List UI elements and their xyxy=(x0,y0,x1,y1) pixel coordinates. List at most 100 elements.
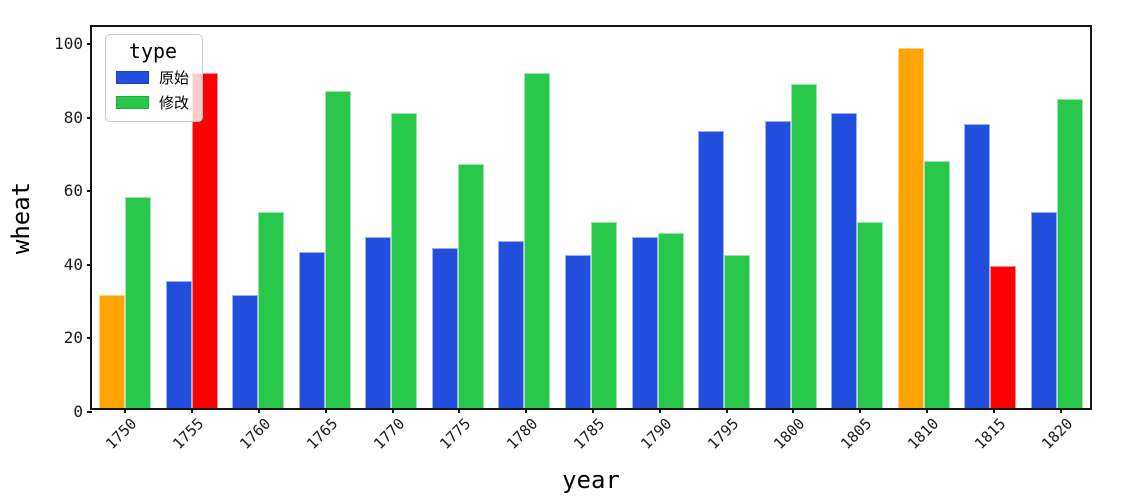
x-tick-label-1765: 1765 xyxy=(302,414,342,453)
bar-原始-1805 xyxy=(831,113,858,408)
bar-修改-1770 xyxy=(391,113,418,408)
bar-修改-1785 xyxy=(590,222,617,408)
bar-修改-1810 xyxy=(923,160,950,408)
x-tick-1790 xyxy=(658,408,661,413)
bar-group-1765 xyxy=(292,27,359,408)
x-tick-label-1780: 1780 xyxy=(503,414,542,453)
bar-group-1760 xyxy=(225,27,292,408)
bar-原始-1770 xyxy=(365,236,392,408)
y-tick-label-40: 40 xyxy=(63,254,83,274)
bar-原始-1780 xyxy=(498,240,525,408)
bar-group-1815 xyxy=(957,27,1024,408)
x-tick-1770 xyxy=(391,408,394,413)
x-tick-1760 xyxy=(258,408,260,413)
x-tick-label-1800: 1800 xyxy=(770,414,809,453)
legend-item-modified: 修改 xyxy=(116,92,190,113)
y-tick-label-0: 0 xyxy=(73,402,83,421)
x-tick-1820 xyxy=(1059,408,1062,413)
x-tick-1810 xyxy=(926,408,928,413)
plot-area: type 原始 修改 1750 1755 1760 1765 1770 1775 1780 1… xyxy=(54,25,1092,453)
bar-原始-1785 xyxy=(564,255,591,408)
y-tick-40 xyxy=(87,263,92,266)
x-tick-label-1785: 1785 xyxy=(570,414,609,453)
x-tick-label-1795: 1795 xyxy=(703,414,742,453)
bar-修改-1795 xyxy=(724,255,751,408)
x-tick-label-1815: 1815 xyxy=(970,414,1010,453)
x-tick-label-1760: 1760 xyxy=(236,414,275,453)
x-tick-1795 xyxy=(725,408,728,413)
x-tick-1775 xyxy=(458,408,461,413)
legend-swatch-modified xyxy=(116,96,149,109)
y-tick-label-60: 60 xyxy=(63,181,83,201)
x-tick-label-1805: 1805 xyxy=(837,414,876,453)
bar-原始-1750 xyxy=(99,295,126,408)
x-tick-1750 xyxy=(124,408,127,413)
x-tick-1800 xyxy=(792,408,795,413)
bar-修改-1760 xyxy=(258,211,285,408)
bar-group-1805 xyxy=(824,27,891,408)
bar-修改-1750 xyxy=(125,196,152,408)
bar-group-1820 xyxy=(1023,27,1090,408)
x-axis-label: year xyxy=(562,466,620,494)
bar-原始-1800 xyxy=(764,120,791,408)
bar-修改-1815 xyxy=(990,266,1017,408)
x-tick-1780 xyxy=(525,408,528,413)
y-tick-60 xyxy=(87,190,92,193)
bar-原始-1790 xyxy=(631,236,658,408)
y-tick-label-100: 100 xyxy=(54,34,83,54)
bar-group-1800 xyxy=(757,27,824,408)
bar-修改-1775 xyxy=(457,164,484,408)
bar-group-1755 xyxy=(159,27,226,408)
bar-group-1780 xyxy=(491,27,558,408)
bar-group-1795 xyxy=(691,27,758,408)
bars-container xyxy=(92,27,1090,408)
y-tick-label-80: 80 xyxy=(63,107,83,127)
legend-swatch-original xyxy=(116,71,149,84)
bar-原始-1755 xyxy=(165,280,192,408)
bar-group-1785 xyxy=(558,27,625,408)
legend-label-original: 原始 xyxy=(159,69,190,87)
x-tick-label-1750: 1750 xyxy=(102,414,141,453)
x-tick-label-1775: 1775 xyxy=(436,414,475,453)
bar-修改-1790 xyxy=(657,233,684,408)
x-tick-label-1820: 1820 xyxy=(1037,414,1076,453)
y-tick-20 xyxy=(87,337,92,340)
bar-修改-1755 xyxy=(191,73,218,408)
x-tick-label-1770: 1770 xyxy=(369,414,408,453)
x-tick-1765 xyxy=(324,408,327,413)
bar-修改-1800 xyxy=(790,84,817,408)
x-tick-1755 xyxy=(191,408,194,413)
y-tick-0 xyxy=(87,411,92,413)
y-axis-label-wrap: wheat xyxy=(0,25,42,410)
bar-group-1810 xyxy=(890,27,957,408)
bar-修改-1765 xyxy=(324,91,351,408)
y-tick-80 xyxy=(87,116,92,119)
y-tick-label-20: 20 xyxy=(63,328,83,348)
bar-原始-1810 xyxy=(897,47,924,408)
x-tick-label-1810: 1810 xyxy=(904,414,943,453)
x-tick-label-1790: 1790 xyxy=(636,414,676,453)
bar-group-1750 xyxy=(92,27,159,408)
bar-原始-1760 xyxy=(232,295,259,408)
legend-label-modified: 修改 xyxy=(159,94,190,112)
bar-原始-1795 xyxy=(698,131,725,408)
bar-修改-1805 xyxy=(857,222,884,408)
bar-修改-1780 xyxy=(524,73,551,408)
legend: type 原始 修改 xyxy=(105,34,203,122)
bar-group-1770 xyxy=(358,27,425,408)
bar-原始-1815 xyxy=(964,124,991,408)
bar-原始-1775 xyxy=(431,247,458,408)
legend-item-original: 原始 xyxy=(116,67,190,88)
x-tick-1805 xyxy=(859,408,862,413)
x-tick-1785 xyxy=(592,408,594,413)
bar-group-1790 xyxy=(624,27,691,408)
y-tick-100 xyxy=(87,43,92,46)
x-tick-label-1755: 1755 xyxy=(169,414,208,453)
legend-title: type xyxy=(128,39,178,63)
x-tick-1815 xyxy=(992,408,995,413)
bar-原始-1820 xyxy=(1030,211,1057,408)
bar-修改-1820 xyxy=(1056,98,1083,408)
bar-group-1775 xyxy=(425,27,492,408)
bar-原始-1765 xyxy=(298,251,325,408)
